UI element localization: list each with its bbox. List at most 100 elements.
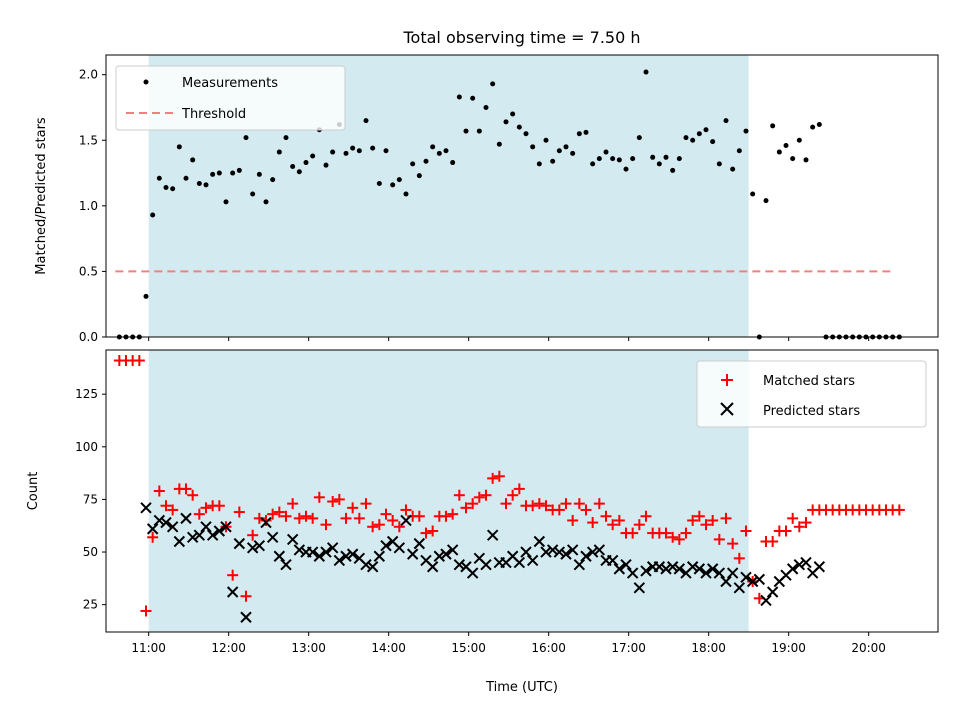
matched-star-point — [893, 504, 905, 516]
matched-star-point — [727, 538, 739, 550]
measurement-point — [643, 69, 649, 75]
matched-star-point — [227, 569, 239, 581]
matched-star-point — [160, 500, 172, 512]
predicted-star-point — [340, 550, 352, 562]
measurement-point — [770, 123, 776, 129]
measurement-point — [290, 163, 296, 169]
matched-star-point — [147, 531, 159, 543]
bottom-y-tick-label: 25 — [83, 598, 98, 612]
matched-star-point — [587, 517, 599, 529]
x-axis-label: Time (UTC) — [485, 680, 558, 695]
matched-star-point — [487, 472, 499, 484]
bottom-legend-box — [696, 360, 927, 428]
measurement-point — [210, 171, 216, 177]
matched-star-point — [287, 498, 299, 510]
legend-predicted-marker — [720, 402, 734, 416]
measurement-point — [310, 153, 316, 159]
measurement-point — [650, 154, 656, 160]
predicted-star-point — [186, 531, 199, 544]
predicted-star-point — [666, 561, 679, 573]
predicted-star-point — [233, 537, 246, 550]
measurement-point — [783, 143, 789, 149]
measurement-point — [703, 127, 709, 133]
measurement-point — [463, 128, 469, 134]
measurement-point — [156, 175, 162, 181]
predicted-star-point — [733, 582, 746, 594]
predicted-star-point — [640, 565, 652, 577]
measurement-point — [476, 128, 482, 134]
matched-star-point — [507, 489, 519, 501]
predicted-star-point — [766, 586, 779, 598]
predicted-star-point — [320, 546, 332, 558]
measurement-point — [696, 131, 702, 137]
measurement-point — [743, 128, 749, 134]
measurement-point — [170, 186, 176, 192]
matched-star-point — [440, 510, 452, 522]
matched-star-point — [800, 517, 812, 529]
legend-measurements-marker — [143, 79, 149, 85]
matched-star-point — [593, 498, 605, 510]
measurement-points — [116, 69, 902, 340]
predicted-star-point — [546, 544, 559, 556]
measurement-point — [403, 191, 409, 197]
predicted-star-point — [520, 546, 532, 558]
predicted-star-point — [366, 561, 379, 573]
predicted-star-point — [240, 611, 252, 623]
predicted-star-point — [373, 550, 386, 562]
measurement-point — [276, 149, 282, 155]
measurement-point — [523, 131, 529, 137]
measurement-point — [670, 167, 676, 173]
measurement-point — [796, 137, 802, 143]
predicted-star-point — [606, 554, 619, 567]
predicted-star-point — [660, 563, 672, 575]
measurement-point — [410, 161, 416, 167]
predicted-star-point — [480, 558, 492, 571]
predicted-star-point — [213, 525, 226, 537]
bottom-observing-window — [148, 350, 749, 632]
measurement-point — [370, 145, 376, 151]
predicted-star-point — [700, 567, 712, 579]
predicted-star-point — [746, 575, 759, 588]
matched-star-point — [640, 510, 652, 522]
legend-matched-label: Matched stars — [763, 374, 855, 389]
top-y-ticks: 0.0 0.5 1.0 1.5 2.0 — [79, 68, 106, 344]
predicted-star-point — [246, 542, 259, 554]
legend-predicted-label: Predicted stars — [763, 404, 860, 419]
chart-title: Total observing time = 7.50 h — [402, 28, 640, 47]
predicted-star-point — [753, 573, 766, 586]
predicted-star-point — [586, 546, 599, 558]
measurement-point — [723, 118, 729, 124]
predicted-star-point — [673, 563, 686, 575]
measurement-point — [376, 181, 382, 187]
measurement-point — [716, 161, 722, 167]
matched-star-point — [200, 502, 212, 514]
measurement-point — [790, 156, 796, 162]
predicted-star-point — [280, 558, 292, 571]
matched-star-point — [573, 498, 585, 510]
matched-star-point — [367, 521, 379, 533]
predicted-star-point — [146, 523, 159, 535]
predicted-star-point — [180, 512, 192, 525]
predicted-star-point — [446, 544, 459, 556]
matched-star-point — [213, 500, 225, 512]
matched-star-point — [533, 498, 545, 510]
measurement-point — [283, 135, 289, 141]
predicted-star-point — [653, 561, 666, 573]
measurement-point — [243, 135, 249, 141]
matched-star-point — [420, 527, 432, 539]
matched-star-point — [347, 502, 359, 514]
measurement-point — [556, 148, 562, 154]
predicted-star-point — [253, 540, 266, 552]
measurement-point — [256, 171, 262, 177]
matched-star-point — [293, 512, 305, 524]
measurement-point — [196, 181, 202, 187]
matched-star-point — [740, 525, 752, 537]
matched-star-point — [467, 498, 479, 510]
measurement-point — [183, 175, 189, 181]
bottom-y-axis-label: Count — [26, 472, 41, 511]
predicted-star-point — [393, 542, 406, 554]
legend-measurements-label: Measurements — [182, 76, 278, 91]
predicted-star-point — [426, 561, 439, 573]
predicted-star-point — [593, 544, 606, 556]
